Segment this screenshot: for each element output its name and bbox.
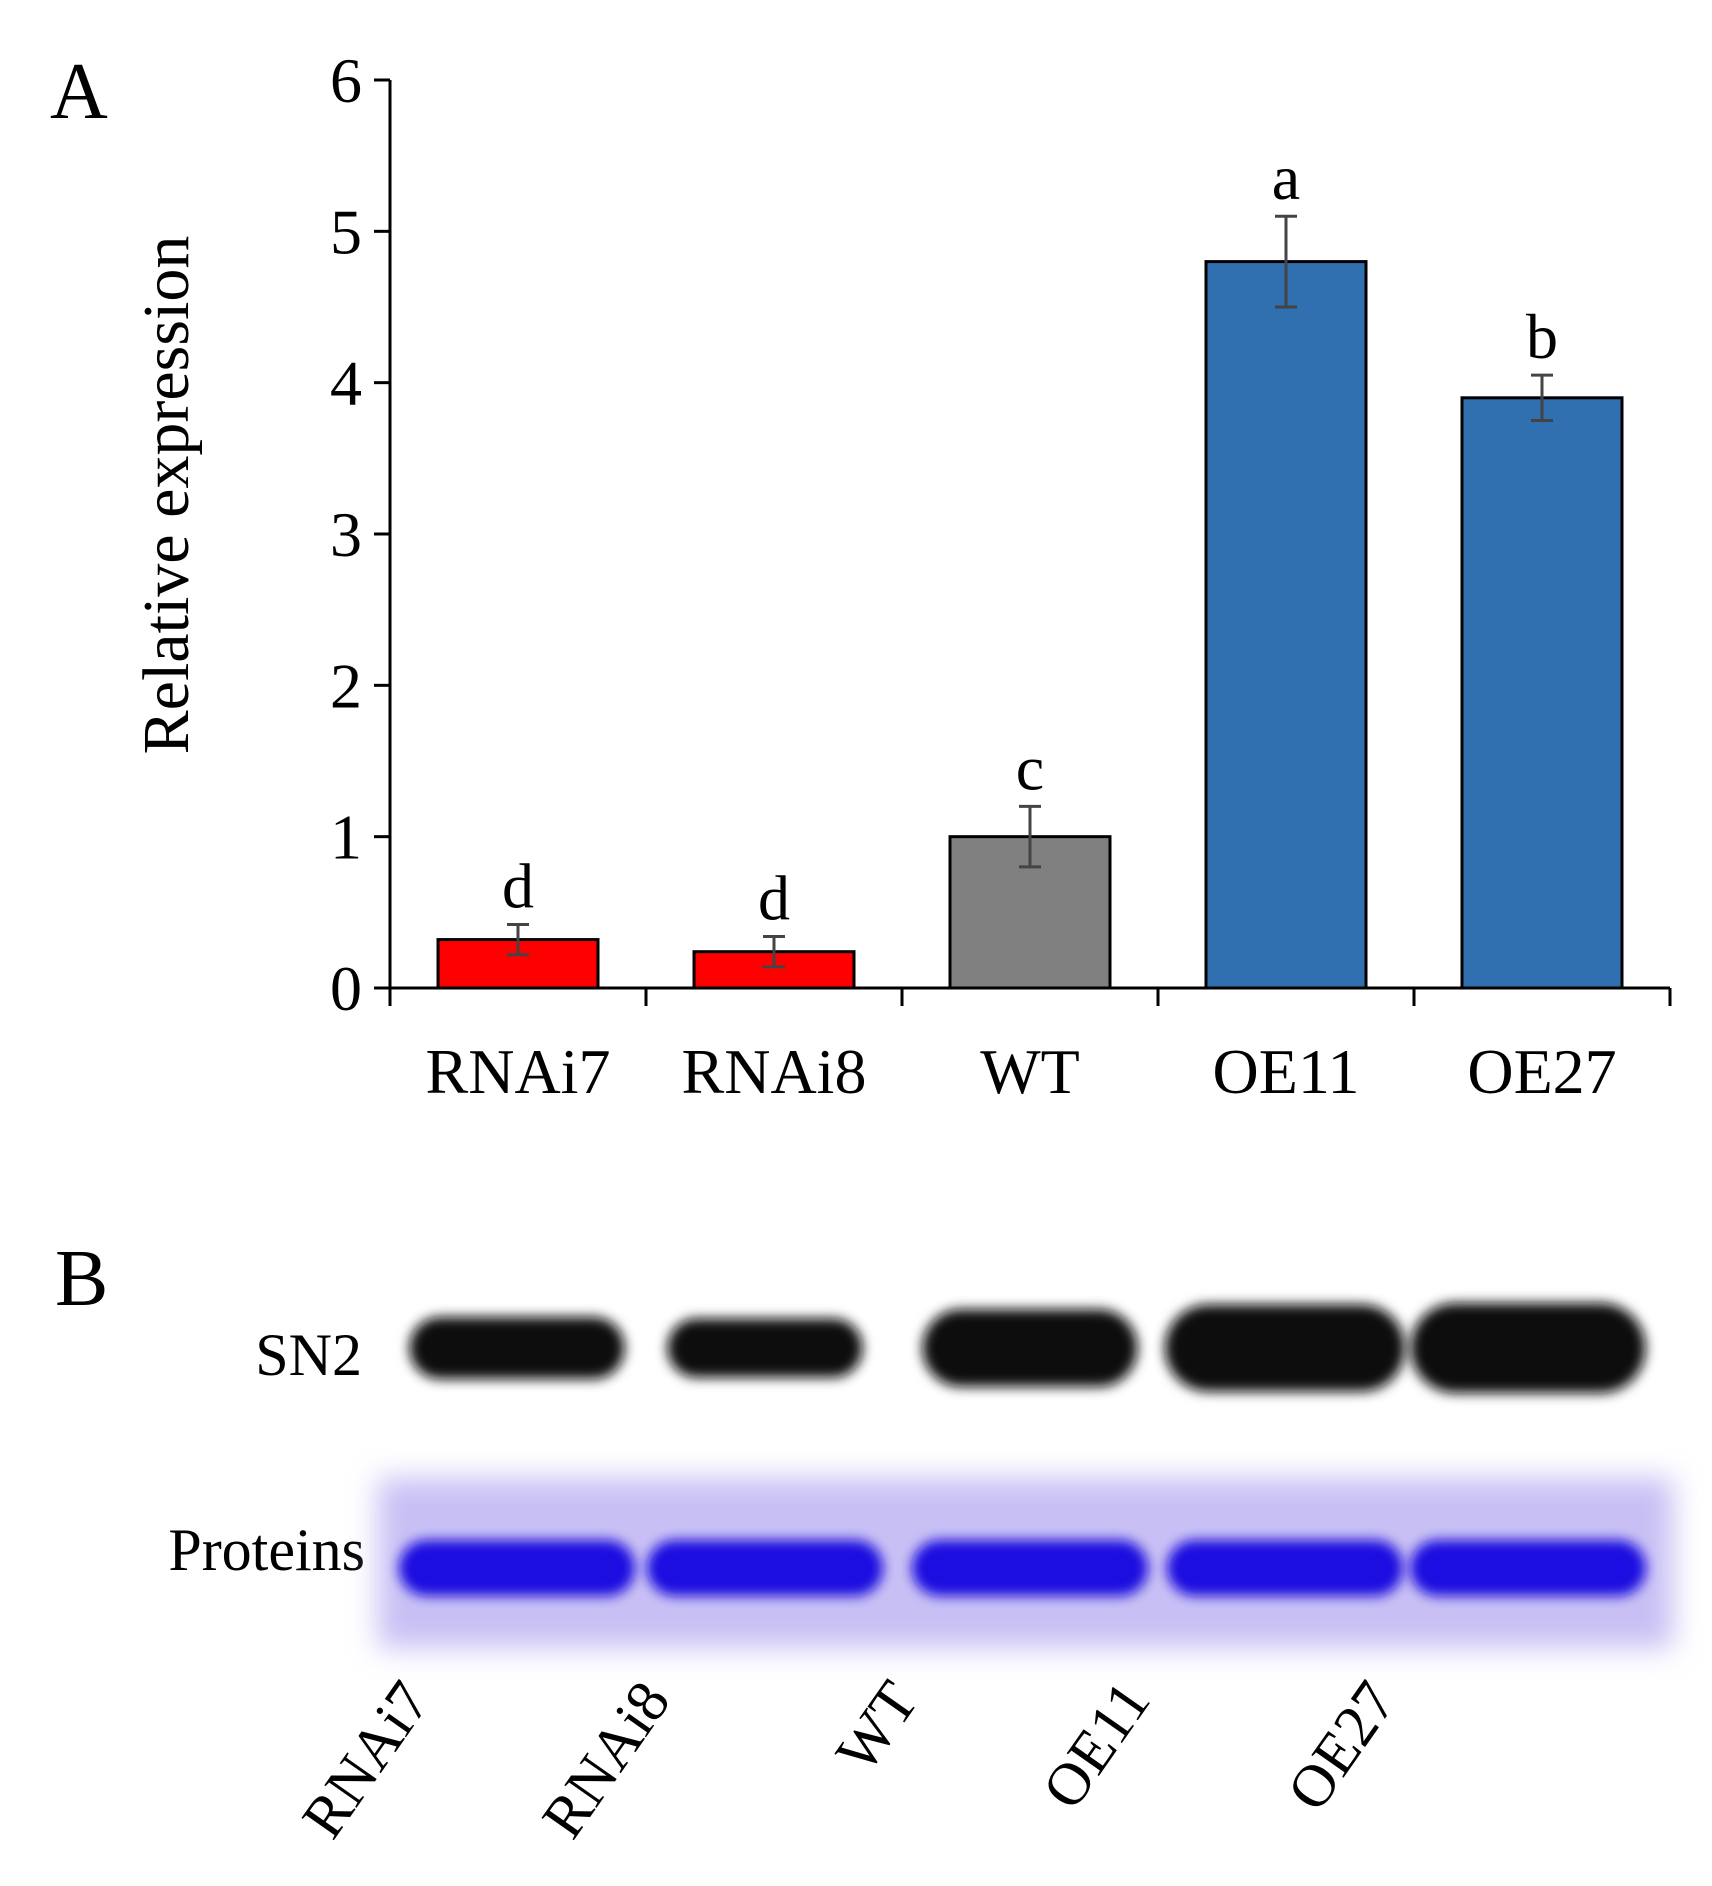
- y-axis-label: Relative expression: [130, 236, 203, 755]
- bars: d d c a b: [436, 142, 1624, 990]
- sn2-band-rnai8: [667, 1318, 863, 1378]
- y-tick-label: 1: [330, 802, 362, 873]
- y-tick-label: 3: [330, 499, 362, 570]
- y-tick-label: 5: [330, 196, 362, 267]
- proteins-row-label: Proteins: [168, 1517, 365, 1583]
- y-tick-label: 2: [330, 650, 362, 721]
- lane-label-oe27: OE27: [1274, 1670, 1408, 1823]
- protein-band-oe11: [1167, 1540, 1403, 1596]
- x-tick-label: RNAi8: [682, 1036, 867, 1107]
- x-axis-ticks: RNAi7 RNAi8 WT OE11 OE27: [388, 988, 1672, 1107]
- x-tick-label: OE11: [1213, 1036, 1360, 1107]
- sn2-band-oe27: [1410, 1303, 1646, 1393]
- significance-letter: c: [1016, 732, 1044, 803]
- lane-label-rnai8: RNAi8: [529, 1670, 682, 1850]
- bar-oe11: [1204, 260, 1368, 990]
- protein-band-rnai7: [399, 1540, 635, 1596]
- bar-oe27: [1460, 396, 1624, 990]
- sn2-blot: [409, 1303, 1646, 1393]
- protein-band-oe27: [1410, 1540, 1646, 1596]
- panel-b: B SN2 Proteins RNAi7 RNAi8 WT OE11 OE27: [55, 1235, 1673, 1849]
- lane-labels: RNAi7 RNAi8 WT OE11 OE27: [289, 1670, 1408, 1850]
- y-axis-ticks: 0 1 2 3 4 5 6: [330, 45, 390, 1024]
- protein-band-wt: [912, 1540, 1148, 1596]
- x-tick-label: RNAi7: [426, 1036, 611, 1107]
- x-tick-label: OE27: [1467, 1036, 1616, 1107]
- panel-a-label: A: [50, 48, 108, 136]
- significance-letter: d: [758, 863, 790, 934]
- protein-stain-gel: [378, 1478, 1673, 1648]
- x-tick-label: WT: [980, 1036, 1080, 1107]
- y-tick-label: 4: [330, 348, 362, 419]
- sn2-band-wt: [922, 1309, 1138, 1387]
- panel-a: A Relative expression 0 1 2 3 4 5 6 d d c a b RNAi…: [50, 45, 1672, 1107]
- significance-letter: a: [1272, 142, 1300, 213]
- sn2-row-label: SN2: [255, 1322, 362, 1388]
- significance-letter: b: [1526, 301, 1558, 372]
- y-tick-label: 0: [330, 953, 362, 1024]
- protein-band-rnai8: [647, 1540, 883, 1596]
- lane-label-oe11: OE11: [1030, 1670, 1163, 1821]
- lane-label-rnai7: RNAi7: [289, 1670, 442, 1850]
- lane-label-wt: WT: [823, 1670, 931, 1784]
- y-tick-label: 6: [330, 45, 362, 116]
- sn2-band-rnai7: [409, 1316, 625, 1380]
- panel-b-label: B: [55, 1235, 108, 1323]
- sn2-band-oe11: [1165, 1304, 1405, 1392]
- significance-letter: d: [502, 850, 534, 921]
